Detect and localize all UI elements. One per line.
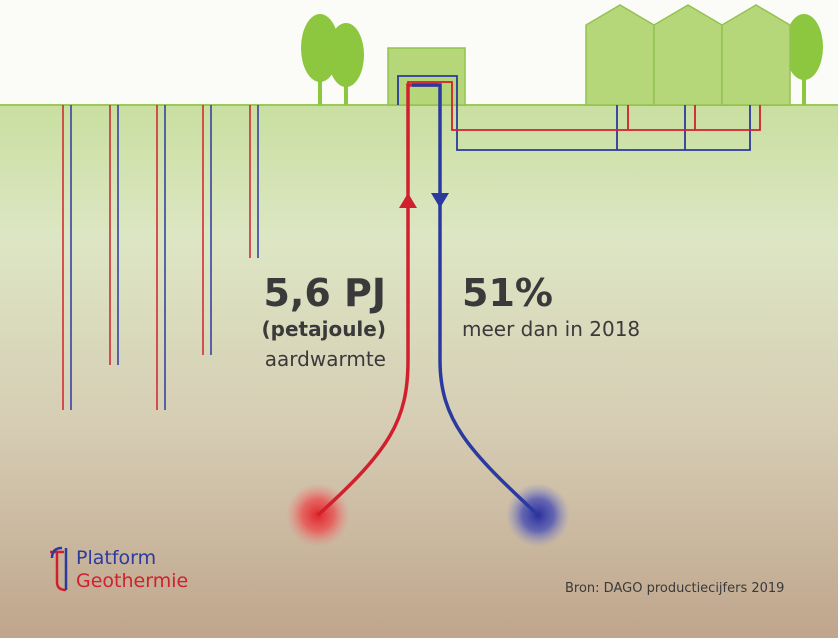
pipes	[397, 75, 761, 151]
up-arrow	[399, 193, 417, 208]
growth-value: 51%	[462, 271, 553, 315]
ground	[0, 105, 838, 638]
source: Bron: DAGO productiecijfers 2019	[565, 581, 784, 596]
hot-pipe	[316, 83, 438, 517]
down-arrow	[431, 193, 449, 208]
heat-value: 5,6 PJ	[263, 271, 386, 315]
cold-pipe	[412, 83, 540, 517]
heat-label: aardwarmte	[265, 347, 386, 371]
growth-label: meer dan in 2018	[462, 317, 640, 341]
logo-line2: Geothermie	[76, 570, 188, 592]
logo-icon	[50, 546, 68, 592]
wells	[62, 105, 259, 410]
trees	[301, 14, 823, 105]
heat-unit: (petajoule)	[262, 317, 386, 341]
logo-line1: Platform	[76, 547, 156, 569]
